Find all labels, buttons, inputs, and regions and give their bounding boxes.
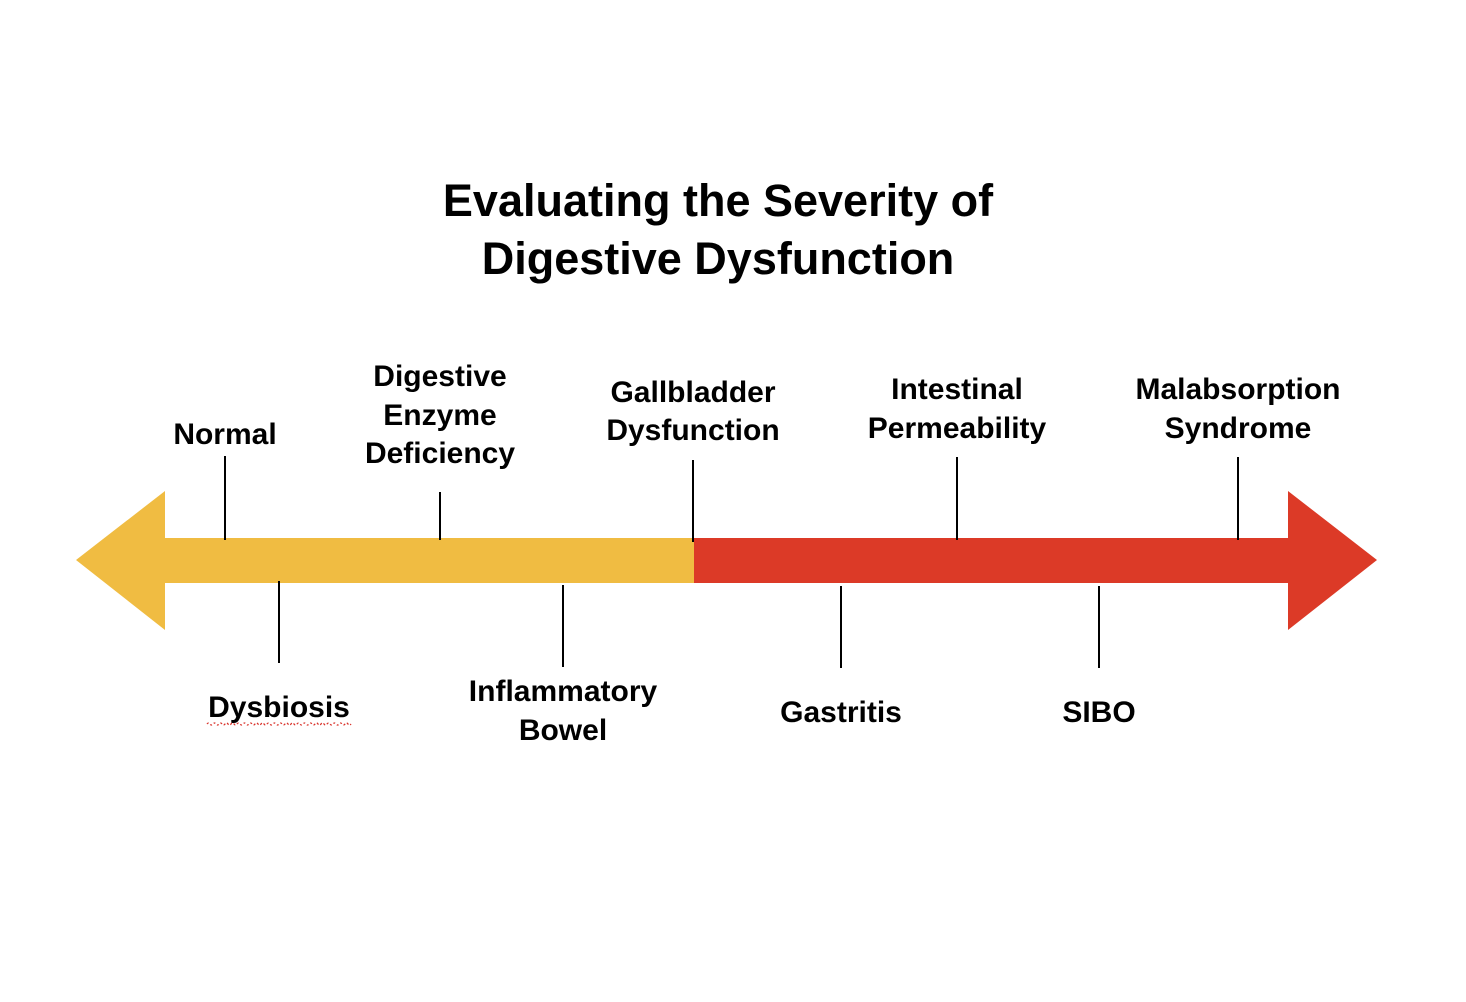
stage-malabsorption: Malabsorption Syndrome	[1135, 373, 1340, 445]
arrow-severe-segment	[694, 491, 1377, 630]
stage-label-malabsorption-line-1: Malabsorption	[1135, 373, 1340, 406]
title-line-2: Digestive Dysfunction	[482, 233, 955, 284]
stage-dysbiosis: Dysbiosis	[206, 691, 352, 726]
arrow-mild-segment	[76, 491, 696, 630]
stage-label-permeability-line-1: Intestinal	[891, 373, 1023, 406]
stage-label-normal-line-1: Normal	[173, 418, 276, 451]
severity-arrow	[76, 491, 1377, 630]
stage-sibo: SIBO	[1062, 696, 1135, 729]
stage-label-inflammatory-line-1: Inflammatory	[469, 675, 658, 708]
stage-enzyme-deficiency: Digestive Enzyme Deficiency	[365, 360, 515, 470]
stage-label-permeability-line-2: Permeability	[868, 412, 1047, 445]
stage-label-sibo-line-1: SIBO	[1062, 696, 1135, 729]
stage-label-enzyme-line-3: Deficiency	[365, 437, 515, 470]
stage-gastritis: Gastritis	[780, 696, 902, 729]
stage-label-inflammatory-line-2: Bowel	[519, 714, 607, 747]
stage-label-gallbladder-line-2: Dysfunction	[606, 414, 779, 447]
stage-label-enzyme-line-2: Enzyme	[383, 399, 496, 432]
stage-label-enzyme-line-1: Digestive	[373, 360, 506, 393]
title-line-1: Evaluating the Severity of	[443, 175, 994, 226]
page-title: Evaluating the Severity of Digestive Dys…	[443, 175, 994, 284]
stage-normal: Normal	[173, 418, 276, 451]
stage-label-malabsorption-line-2: Syndrome	[1165, 412, 1312, 445]
stage-label-gastritis-line-1: Gastritis	[780, 696, 902, 729]
stage-permeability: Intestinal Permeability	[868, 373, 1047, 445]
stage-label-gallbladder-line-1: Gallbladder	[610, 376, 775, 409]
stage-gallbladder: Gallbladder Dysfunction	[606, 376, 779, 447]
stage-inflammatory-bowel: Inflammatory Bowel	[469, 675, 658, 747]
tick-marks	[224, 456, 1239, 668]
stage-label-dysbiosis-line-1: Dysbiosis	[208, 691, 350, 724]
spellcheck-underline	[206, 722, 352, 726]
